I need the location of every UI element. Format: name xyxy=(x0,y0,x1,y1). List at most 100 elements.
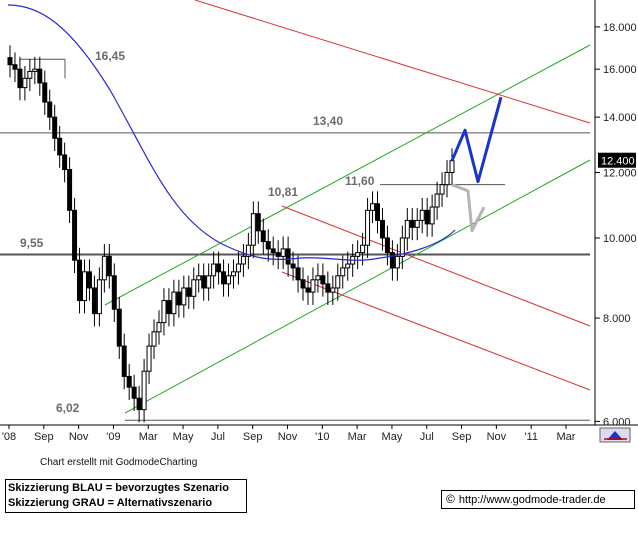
candle-body xyxy=(315,275,321,281)
y-tick-label: 8.000 xyxy=(603,313,631,325)
candle-body xyxy=(106,255,112,277)
x-axis-labels: '08 Sep Nov '09 Mar May Jul Sep Nov '10 Mar May Jul S… xyxy=(2,425,576,443)
candle-body xyxy=(32,68,38,72)
candle-body xyxy=(409,219,415,228)
x-tick-label: Mar xyxy=(139,431,158,443)
candle-body xyxy=(434,193,440,208)
candle-body xyxy=(275,252,281,257)
candle-body xyxy=(226,275,232,285)
candle-body xyxy=(429,206,435,225)
candle-body xyxy=(414,219,420,228)
candle-body xyxy=(255,213,261,232)
moving-average xyxy=(7,4,456,261)
x-tick-label: Sep xyxy=(34,431,54,443)
x-tick-label: '09 xyxy=(106,431,120,443)
chart-nav-icon[interactable] xyxy=(599,427,631,443)
candle-body xyxy=(235,263,241,273)
y-axis-tick-marks xyxy=(595,26,600,422)
candle-body xyxy=(136,397,142,411)
candle-body xyxy=(300,279,306,289)
candle-body xyxy=(62,154,68,171)
candle-body xyxy=(389,252,395,269)
scenario-sketches xyxy=(450,96,503,233)
level-annotation: 11,60 xyxy=(345,174,375,188)
candle-body xyxy=(171,291,177,315)
x-tick-label: Jul xyxy=(211,431,225,443)
candle-body xyxy=(221,271,227,285)
candle-body xyxy=(290,263,296,269)
x-tick-label: '08 xyxy=(2,431,16,443)
level-annotation: 13,40 xyxy=(313,114,343,128)
candle-body xyxy=(121,345,127,377)
candle-body xyxy=(72,209,78,261)
channel-line xyxy=(194,0,591,124)
candle-body xyxy=(260,230,266,243)
copyright-symbol: © xyxy=(446,492,455,506)
y-tick-label: 6.000 xyxy=(603,416,631,428)
y-tick-label: 14.000 xyxy=(603,112,637,124)
y-tick-label: 10.000 xyxy=(603,233,637,245)
level-annotations: 16,45 13,40 10,81 11,60 9,55 6,02 xyxy=(20,49,375,415)
candle-body xyxy=(156,322,162,333)
candle-body xyxy=(399,237,405,257)
x-tick-label: Nov xyxy=(69,431,89,443)
candle-body xyxy=(285,248,291,265)
candle-body xyxy=(439,184,445,195)
candle-body xyxy=(245,244,251,257)
source-url-box[interactable]: © http://www.godmode-trader.de xyxy=(441,490,635,509)
candle-body xyxy=(370,203,376,211)
x-tick-label: Jul xyxy=(420,431,434,443)
level-annotation: 16,45 xyxy=(95,49,125,63)
candle-body xyxy=(151,331,157,347)
y-tick-label: 16.000 xyxy=(603,64,637,76)
candle-body xyxy=(375,203,381,221)
candle-body xyxy=(449,160,455,173)
y-tick-label: 18.000 xyxy=(603,22,637,34)
candle-body xyxy=(345,263,351,269)
candle-body xyxy=(394,255,400,269)
candle-body xyxy=(196,275,202,281)
candle-body xyxy=(384,237,390,254)
candle-body xyxy=(86,271,92,289)
trend-channels xyxy=(104,0,591,414)
candle-body xyxy=(280,248,286,257)
candlesticks xyxy=(7,45,455,423)
candle-body xyxy=(17,68,23,89)
candle-body xyxy=(305,287,311,293)
candle-body xyxy=(325,283,331,293)
x-tick-label: May xyxy=(382,431,403,443)
candle-body xyxy=(216,263,222,273)
candle-body xyxy=(211,263,217,277)
candle-body xyxy=(52,116,58,139)
candle-body xyxy=(444,171,450,186)
source-url[interactable]: http://www.godmode-trader.de xyxy=(458,494,606,506)
last-price-tag: 12.400 xyxy=(598,152,636,168)
x-tick-label: '10 xyxy=(315,431,329,443)
candle-body xyxy=(330,287,336,293)
candle-body xyxy=(340,267,346,277)
level-annotation: 6,02 xyxy=(56,401,80,415)
candle-body xyxy=(96,279,102,315)
candle-body xyxy=(176,291,182,306)
candle-body xyxy=(7,57,13,66)
candle-body xyxy=(77,259,83,302)
candle-body xyxy=(116,308,122,347)
last-price-box xyxy=(598,152,636,168)
candle-body xyxy=(146,345,152,372)
y-axis-labels: 6.000 8.000 10.000 12.000 14.000 16.000 18.000 xyxy=(603,22,637,428)
legend-blue-text: Skizzierung BLAU = bevorzugtes Szenario xyxy=(8,482,229,494)
candle-body xyxy=(181,287,187,306)
y-tick-label: 12.000 xyxy=(603,167,637,179)
candle-body xyxy=(81,271,87,302)
blue-scenario-line xyxy=(450,96,503,184)
level-annotation: 10,81 xyxy=(268,185,298,199)
channel-line xyxy=(104,44,591,306)
candle-body xyxy=(111,275,117,310)
candle-body xyxy=(379,219,385,239)
candle-body xyxy=(186,287,192,297)
candle-body xyxy=(27,70,33,79)
moving-average-line xyxy=(7,4,456,261)
candle-body xyxy=(424,209,430,225)
candle-body xyxy=(201,275,207,289)
